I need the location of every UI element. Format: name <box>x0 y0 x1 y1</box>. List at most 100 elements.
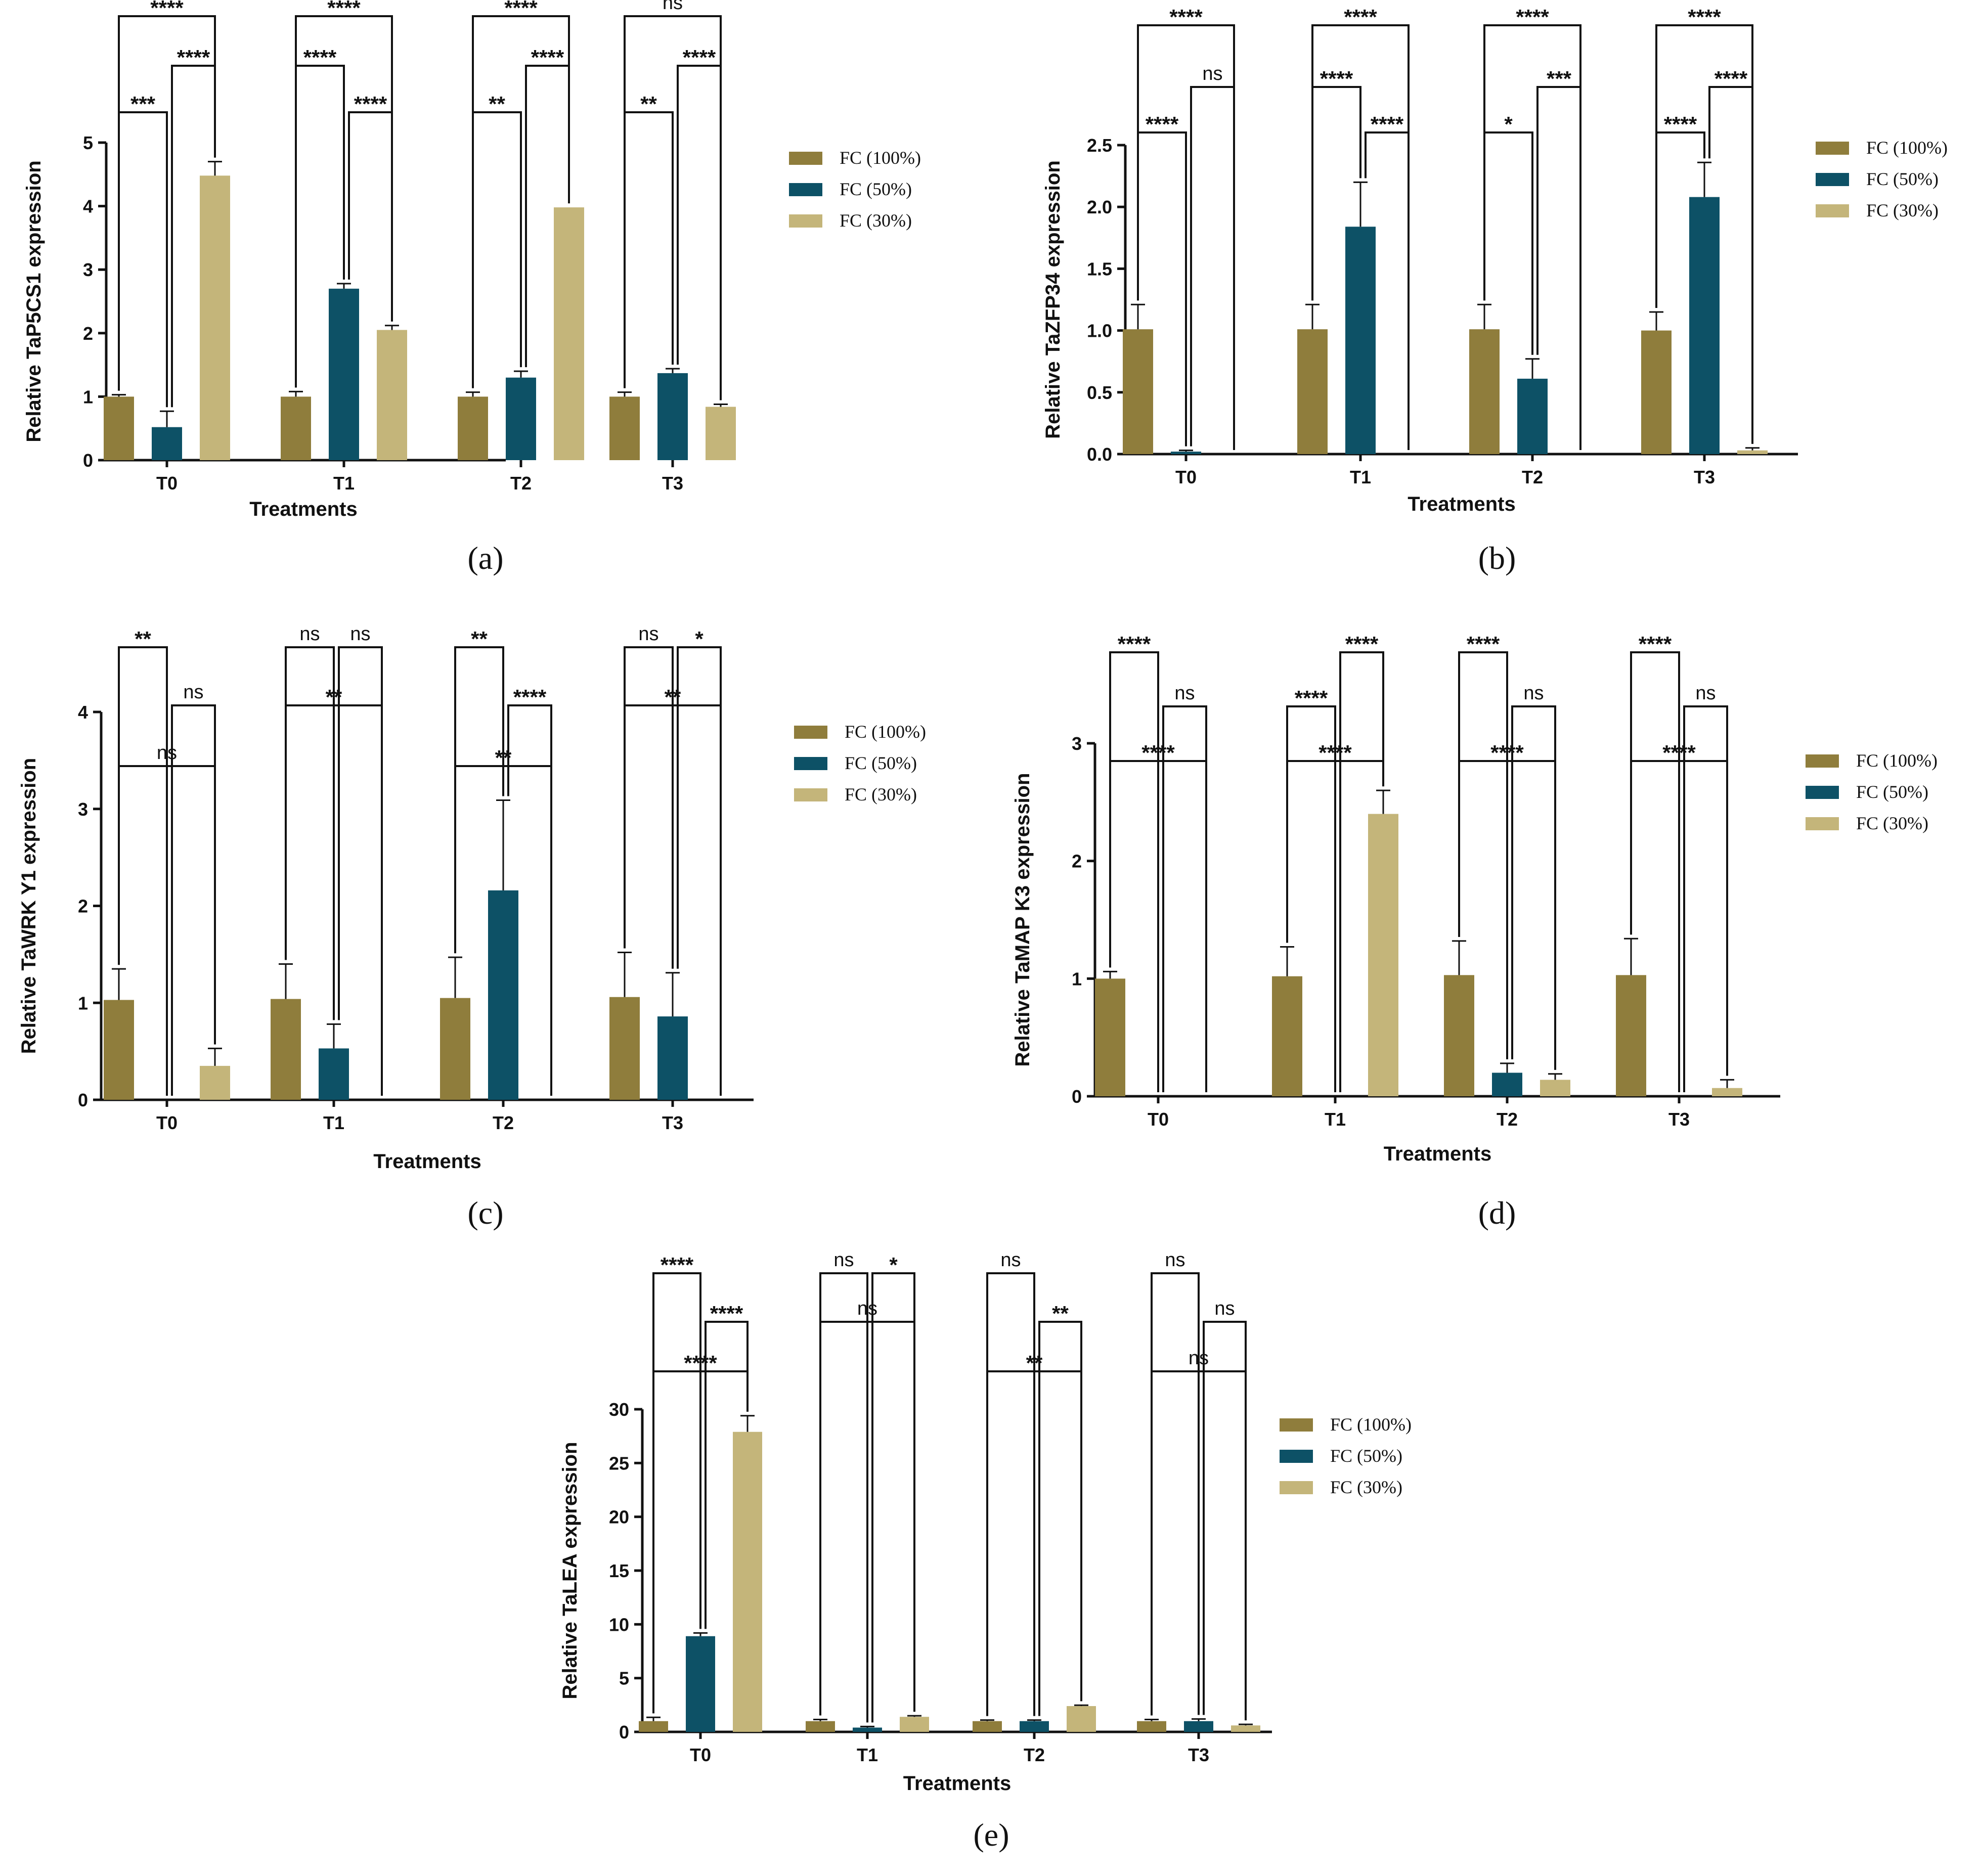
significance-label: ns <box>1202 63 1222 84</box>
significance-bracket <box>624 646 674 969</box>
significance-bracket <box>1458 651 1508 1059</box>
significance-bracket <box>1151 1272 1200 1716</box>
y-tick-label: 0 <box>1072 1086 1082 1107</box>
bar-t0-series-2 <box>152 427 182 460</box>
x-tick-label: T1 <box>1325 1109 1346 1130</box>
y-tick-label: 2 <box>78 896 88 917</box>
bar-t0-series-1 <box>104 1000 134 1100</box>
y-tick-label: 0 <box>78 1090 88 1110</box>
significance-label: *** <box>130 92 156 116</box>
x-tick-label: T1 <box>323 1112 344 1133</box>
significance-bracket <box>525 65 570 368</box>
significance-label: * <box>1504 112 1513 136</box>
x-tick-label: T0 <box>156 473 178 494</box>
x-tick-label: T3 <box>1188 1745 1209 1765</box>
bar-t0-series-2 <box>1171 452 1201 454</box>
significance-label: ns <box>1523 683 1544 704</box>
significance-bracket <box>624 111 674 388</box>
legend-label: FC (100%) <box>1330 1414 1412 1435</box>
bar-t2-series-1 <box>973 1721 1002 1732</box>
panel-label: (c) <box>467 1195 503 1231</box>
y-axis-label: Relative TaP5CS1 expression <box>23 160 45 442</box>
legend-label: FC (100%) <box>840 148 921 168</box>
y-tick-label: 0.5 <box>1087 382 1112 403</box>
significance-bracket <box>1038 1321 1082 1716</box>
bar-t3-series-3 <box>1737 450 1768 454</box>
y-axis-label: Relative TaLEA expression <box>559 1442 581 1699</box>
legend-label: FC (50%) <box>1856 782 1928 802</box>
significance-bracket <box>871 1272 915 1723</box>
bar-t2-series-3 <box>554 207 584 460</box>
bar-t0-series-3 <box>733 1432 762 1732</box>
legend-swatch-2 <box>794 757 827 770</box>
x-tick-label: T2 <box>493 1112 514 1133</box>
significance-label: * <box>889 1253 898 1277</box>
bar-t1-series-2 <box>319 1048 349 1100</box>
bar-t3-series-2 <box>657 1016 688 1100</box>
y-tick-label: 10 <box>609 1614 629 1635</box>
bar-t2-series-1 <box>1444 975 1474 1096</box>
significance-bracket <box>1708 86 1753 444</box>
x-tick-label: T2 <box>510 473 532 494</box>
significance-bracket <box>1655 131 1705 308</box>
significance-label: **** <box>683 46 716 69</box>
significance-label: **** <box>1664 112 1697 136</box>
significance-label: **** <box>1295 686 1328 710</box>
x-tick-label: T1 <box>333 473 355 494</box>
significance-bracket <box>1286 705 1336 1092</box>
significance-label: ns <box>299 623 320 645</box>
significance-bracket <box>1190 86 1235 450</box>
significance-bracket <box>507 704 552 1096</box>
legend-swatch-3 <box>1806 817 1839 830</box>
bar-t3-series-1 <box>1137 1721 1166 1732</box>
legend-swatch-3 <box>794 788 827 801</box>
significance-bracket <box>1109 651 1159 1092</box>
y-tick-label: 1 <box>78 993 88 1013</box>
bar-t2-series-2 <box>1492 1073 1522 1096</box>
significance-label: **** <box>1320 67 1353 91</box>
y-tick-label: 3 <box>1072 733 1082 754</box>
x-tick-label: T3 <box>662 1112 683 1133</box>
significance-label: **** <box>1146 112 1179 136</box>
bar-t1-series-2 <box>853 1727 882 1732</box>
bar-t3-series-2 <box>657 373 688 460</box>
significance-bracket <box>171 704 216 1096</box>
significance-bracket <box>348 111 393 322</box>
legend-swatch-3 <box>1280 1481 1313 1494</box>
x-tick-label: T0 <box>690 1745 711 1765</box>
y-tick-label: 25 <box>609 1453 629 1473</box>
panel-label: (e) <box>973 1817 1009 1853</box>
bar-t1-series-3 <box>1368 814 1398 1096</box>
bar-t3-series-1 <box>609 997 640 1100</box>
significance-label: **** <box>531 46 564 69</box>
significance-bracket <box>986 1272 1035 1716</box>
significance-bracket <box>1137 131 1187 446</box>
significance-bracket <box>1311 86 1361 301</box>
significance-bracket <box>1483 131 1533 355</box>
y-tick-label: 3 <box>78 799 88 820</box>
bar-t3-series-3 <box>1712 1088 1742 1096</box>
legend-swatch-1 <box>1816 142 1849 155</box>
significance-label: **** <box>1639 632 1672 656</box>
y-axis-label: Relative TaWRK Y1 expression <box>18 758 40 1054</box>
y-tick-label: 2 <box>83 323 93 344</box>
x-tick-label: T0 <box>1175 467 1197 487</box>
significance-label: **** <box>1118 632 1151 656</box>
legend-swatch-1 <box>1280 1418 1313 1432</box>
y-tick-label: 1.5 <box>1087 258 1112 279</box>
x-axis-label: Treatments <box>1408 493 1515 515</box>
panel-label: (a) <box>467 540 503 576</box>
significance-bracket <box>1162 705 1207 1092</box>
significance-label: **** <box>1516 5 1549 29</box>
bar-t1-series-3 <box>377 330 407 460</box>
legend-label: FC (30%) <box>845 784 917 805</box>
bar-t3-series-2 <box>1689 197 1720 454</box>
legend-label: FC (50%) <box>1866 169 1939 189</box>
significance-label: **** <box>1344 5 1377 29</box>
bar-t0-series-3 <box>200 1065 230 1100</box>
bar-t3-series-1 <box>1641 330 1672 454</box>
y-tick-label: 4 <box>78 702 88 723</box>
